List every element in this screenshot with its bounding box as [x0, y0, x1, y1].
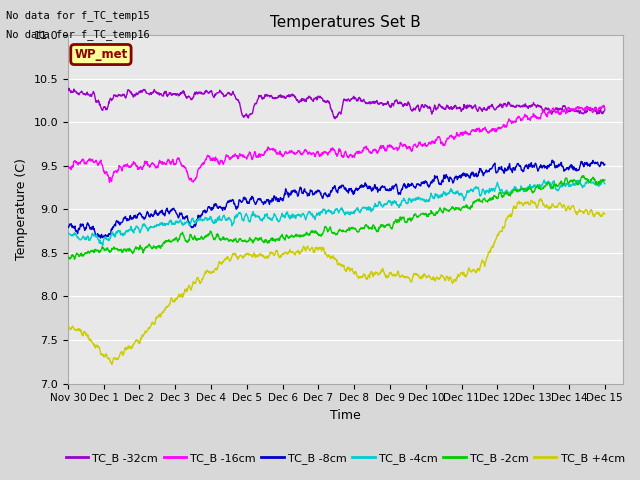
TC_B -2cm [292, 231, 300, 237]
TC_B -8cm [128, 216, 136, 221]
TC_B -8cm [292, 189, 300, 194]
TC_B -32cm [65, 85, 73, 91]
TC_B -32cm [128, 91, 136, 96]
TC_B -4cm [370, 204, 378, 210]
Line: TC_B +4cm: TC_B +4cm [68, 199, 605, 364]
TC_B -32cm [332, 116, 339, 121]
TC_B -16cm [64, 163, 72, 169]
TC_B -8cm [64, 224, 72, 230]
TC_B -2cm [601, 177, 609, 183]
TC_B -32cm [292, 96, 300, 102]
TC_B -32cm [313, 97, 321, 103]
TC_B -4cm [106, 235, 114, 241]
TC_B +4cm [537, 196, 545, 202]
Y-axis label: Temperature (C): Temperature (C) [15, 158, 28, 260]
Text: No data for f_TC_temp15: No data for f_TC_temp15 [6, 10, 150, 21]
TC_B -16cm [313, 149, 321, 155]
TC_B +4cm [64, 324, 72, 330]
TC_B -2cm [128, 248, 136, 254]
TC_B -16cm [106, 178, 114, 184]
TC_B -2cm [303, 230, 311, 236]
TC_B -16cm [292, 151, 300, 156]
TC_B -8cm [548, 157, 556, 163]
TC_B -16cm [106, 180, 113, 185]
TC_B -2cm [580, 173, 588, 179]
TC_B -4cm [128, 228, 136, 234]
TC_B -4cm [599, 177, 607, 183]
TC_B +4cm [292, 249, 300, 255]
TC_B +4cm [303, 244, 311, 250]
X-axis label: Time: Time [330, 409, 361, 422]
TC_B -16cm [600, 103, 607, 108]
TC_B +4cm [108, 361, 116, 367]
TC_B -2cm [313, 230, 321, 236]
TC_B -2cm [64, 253, 72, 259]
Line: TC_B -32cm: TC_B -32cm [68, 88, 605, 119]
TC_B -16cm [303, 149, 311, 155]
TC_B -8cm [106, 231, 114, 237]
TC_B -8cm [370, 185, 378, 191]
TC_B -8cm [303, 192, 311, 197]
Text: WP_met: WP_met [74, 48, 127, 61]
TC_B -32cm [106, 97, 114, 103]
TC_B -4cm [303, 212, 311, 217]
TC_B +4cm [313, 245, 321, 251]
Text: No data for f_TC_temp16: No data for f_TC_temp16 [6, 29, 150, 40]
Line: TC_B -2cm: TC_B -2cm [68, 176, 605, 259]
Line: TC_B -8cm: TC_B -8cm [68, 160, 605, 238]
TC_B +4cm [370, 271, 378, 276]
Line: TC_B -4cm: TC_B -4cm [68, 180, 605, 245]
Title: Temperatures Set B: Temperatures Set B [270, 15, 420, 30]
TC_B -16cm [128, 162, 136, 168]
TC_B -8cm [97, 235, 104, 241]
TC_B -4cm [99, 242, 106, 248]
TC_B -4cm [64, 231, 72, 237]
TC_B -2cm [370, 223, 378, 228]
TC_B +4cm [601, 211, 609, 217]
TC_B -32cm [371, 99, 378, 105]
TC_B -32cm [303, 95, 311, 101]
TC_B +4cm [128, 345, 136, 351]
TC_B -32cm [601, 107, 609, 113]
Line: TC_B -16cm: TC_B -16cm [68, 106, 605, 182]
TC_B -8cm [313, 189, 321, 194]
TC_B -16cm [370, 148, 378, 154]
TC_B -8cm [601, 161, 609, 167]
TC_B -4cm [601, 181, 609, 187]
TC_B -32cm [64, 87, 72, 93]
TC_B -2cm [106, 250, 114, 255]
TC_B -4cm [313, 210, 321, 216]
TC_B -4cm [292, 215, 300, 220]
TC_B -16cm [601, 106, 609, 112]
TC_B -2cm [71, 256, 79, 262]
TC_B +4cm [106, 355, 113, 361]
Legend: TC_B -32cm, TC_B -16cm, TC_B -8cm, TC_B -4cm, TC_B -2cm, TC_B +4cm: TC_B -32cm, TC_B -16cm, TC_B -8cm, TC_B … [61, 449, 630, 468]
